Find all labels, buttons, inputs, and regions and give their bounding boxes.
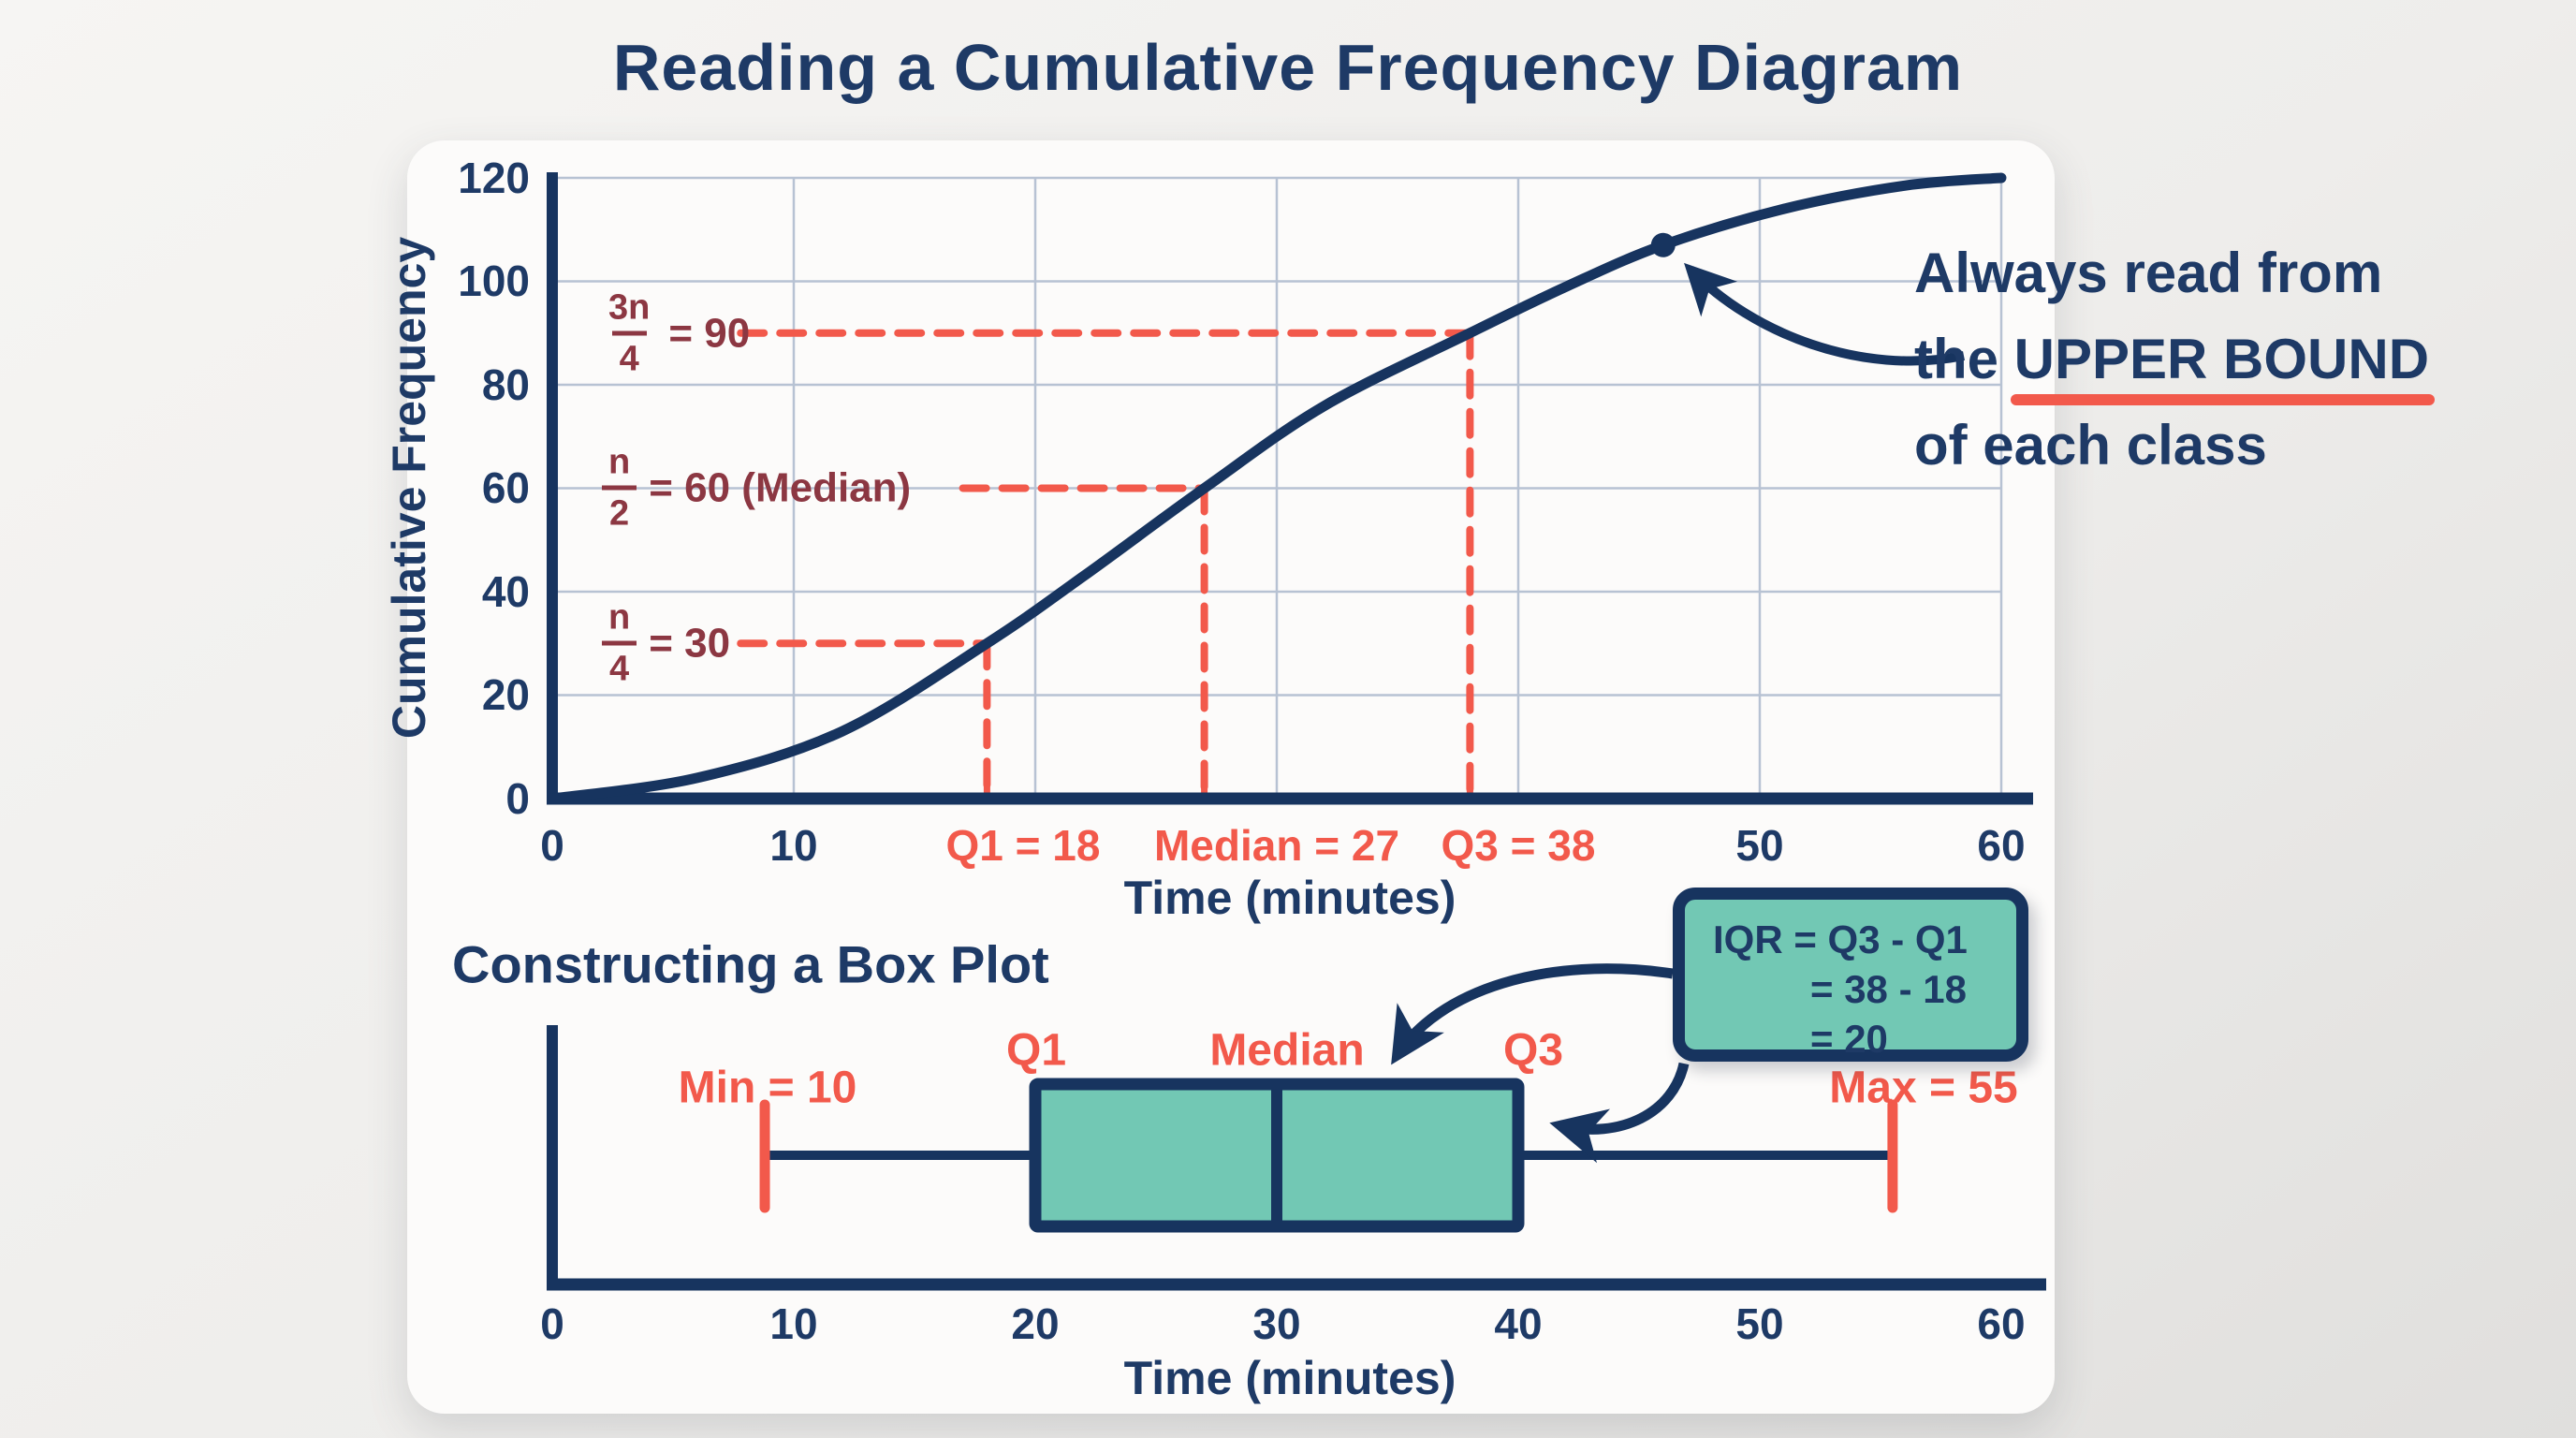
boxplot-x-tick-label: 40 [1494, 1299, 1543, 1348]
x-tick-label: 0 [540, 821, 564, 870]
boxplot-section-title: Constructing a Box Plot [452, 934, 1049, 994]
x-axis-label-q3: Q3 = 38 [1441, 821, 1596, 870]
annotation-line-3: of each class [1914, 414, 2267, 477]
y-axis-title: Cumulative Frequency [383, 236, 435, 740]
boxplot-median-label: Median [1209, 1025, 1365, 1076]
iqr-callout-box: IQR = Q3 - Q1 = 38 - 18 = 20 [1673, 888, 2028, 1062]
boxplot-x-tick-label: 0 [540, 1299, 564, 1348]
iqr-line-1: IQR = Q3 - Q1 [1713, 917, 1968, 961]
guide-label-upper-quartile: 3n 4 = 90 [601, 290, 750, 377]
x-axis-title-bottom: Time (minutes) [1123, 1352, 1456, 1404]
annotation-line-2: the UPPER BOUND [1914, 328, 2430, 390]
boxplot-max-label: Max = 55 [1829, 1063, 2018, 1113]
x-tick-label: 60 [1977, 821, 2026, 870]
x-axis-label-median: Median = 27 [1153, 821, 1400, 870]
y-tick-label: 120 [458, 153, 530, 202]
boxplot-x-tick-label: 50 [1735, 1299, 1784, 1348]
boxplot-q3-label: Q3 [1502, 1025, 1564, 1076]
boxplot-x-tick-label: 60 [1977, 1299, 2026, 1348]
boxplot-q1-label: Q1 [1005, 1025, 1067, 1076]
boxplot-x-tick-label: 10 [769, 1299, 818, 1348]
iqr-line-2: = 38 - 18 [1810, 967, 1967, 1011]
boxplot-x-tick-label: 30 [1252, 1299, 1301, 1348]
fraction-3n-over-4: 3n 4 [608, 287, 651, 379]
y-tick-label: 0 [505, 774, 530, 823]
x-axis-title-top: Time (minutes) [1123, 872, 1456, 924]
upper-bound-annotation: Always read from the UPPER BOUND of each… [1914, 230, 2429, 489]
y-tick-label: 80 [481, 360, 530, 409]
y-tick-label: 20 [481, 670, 530, 720]
curve-point-marker [1650, 232, 1676, 257]
y-tick-label: 60 [481, 463, 530, 513]
x-axis-label-q1: Q1 = 18 [945, 821, 1101, 870]
annotation-line-1: Always read from [1914, 242, 2383, 304]
annotation-arrow [1684, 262, 1965, 366]
iqr-line-3: = 20 [1810, 1017, 1888, 1061]
iqr-arrow-to-q3 [1549, 1062, 1690, 1164]
upper-bound-underlined-text: UPPER BOUND [2013, 328, 2430, 390]
y-tick-label: 40 [481, 566, 530, 616]
page-title: Reading a Cumulative Frequency Diagram [612, 31, 1964, 104]
y-tick-label: 100 [458, 257, 530, 306]
x-tick-label: 50 [1735, 821, 1784, 870]
iqr-arrow-to-median [1391, 963, 1674, 1065]
boxplot-x-tick-label: 20 [1011, 1299, 1060, 1348]
x-tick-label: 10 [769, 821, 818, 870]
boxplot-min-label: Min = 10 [678, 1063, 857, 1113]
cumulative-frequency-curve [547, 172, 2007, 804]
